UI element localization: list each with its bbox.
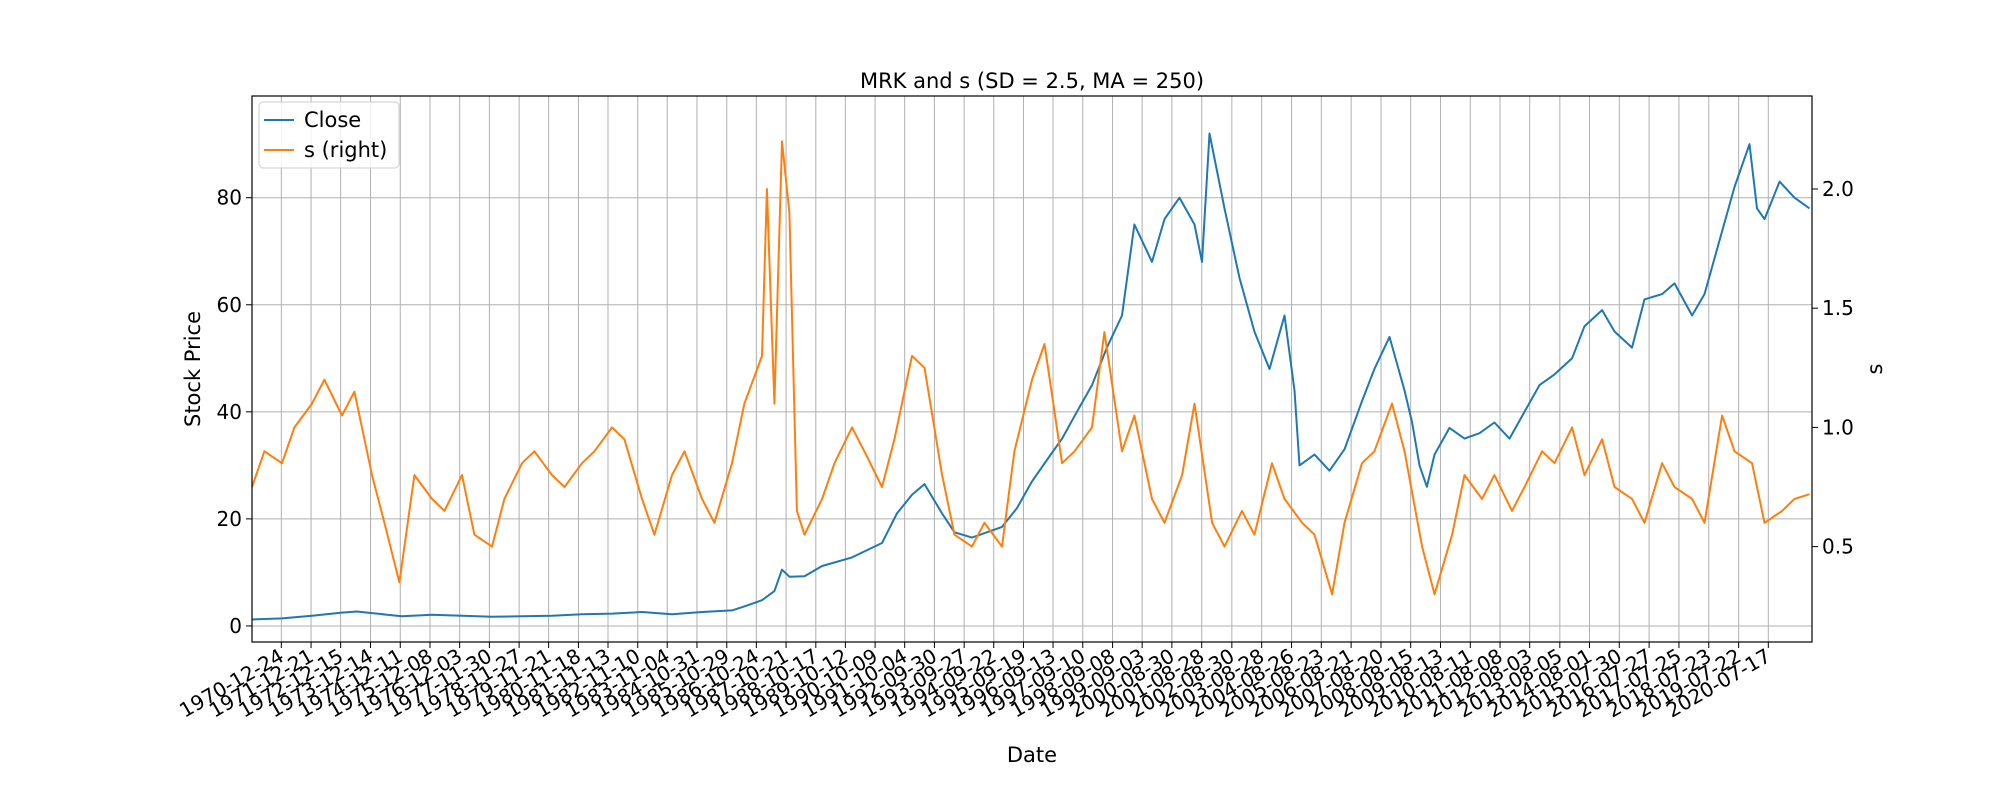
y-ticks: 0 20 40 60 80 (217, 186, 252, 638)
y2-axis-label: s (1863, 364, 1887, 375)
grid (252, 96, 1812, 642)
legend-label-s: s (right) (304, 138, 387, 162)
y-tick-label: 80 (217, 186, 242, 210)
legend-label-close: Close (304, 108, 361, 132)
x-ticks: 1970-12-241971-12-211972-12-151973-12-14… (175, 642, 1775, 722)
y2-tick-label: 1.0 (1822, 415, 1854, 439)
plot-frame (251, 95, 1813, 643)
x-axis-label: Date (1007, 743, 1057, 767)
y-tick-label: 0 (229, 614, 242, 638)
series-line-close (251, 132, 1811, 621)
y2-tick-label: 0.5 (1822, 535, 1854, 559)
y-tick-label: 60 (217, 293, 242, 317)
legend-box (258, 101, 400, 169)
y-axis-label: Stock Price (181, 311, 205, 427)
y-tick-label: 40 (217, 400, 242, 424)
series-layer (251, 132, 1811, 621)
y2-tick-label: 2.0 (1822, 177, 1854, 201)
legend: Close s (right) (258, 101, 400, 169)
y2-tick-label: 1.5 (1822, 296, 1854, 320)
series-line-s (251, 140, 1810, 596)
y2-ticks: 0.5 1.0 1.5 2.0 (1812, 177, 1854, 559)
y-tick-label: 20 (217, 507, 242, 531)
chart-title: MRK and s (SD = 2.5, MA = 250) (860, 69, 1204, 93)
